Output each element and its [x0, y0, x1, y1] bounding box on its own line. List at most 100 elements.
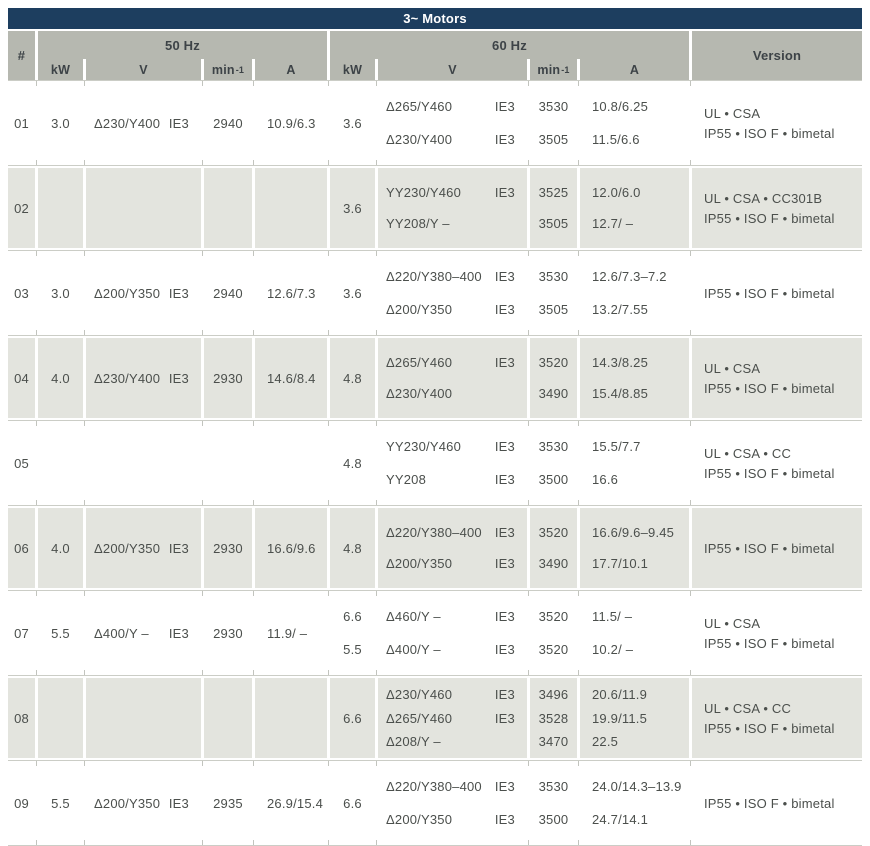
speed-value: 3530	[538, 99, 569, 114]
speed-value: 3530	[538, 439, 569, 454]
table-row: 04 4.0 Δ230/Y400 IE3 2930 14.6/8.4 4.8 Δ265/Y46…	[8, 335, 862, 420]
current-50-cell: 12.6/7.3	[253, 251, 327, 335]
voltage-50-cell	[86, 166, 201, 250]
current-60-cell: 24.0/14.3–13.9 24.7/14.1	[578, 761, 689, 845]
table-row: 07 5.5 Δ400/Y – IE3 2930 11.9/ – 6.6 5.5 Δ460/Y …	[8, 590, 862, 675]
voltage-subrow: Δ460/Y – IE3	[378, 609, 527, 624]
speed-50-cell	[204, 676, 252, 760]
speed-value: 3505	[538, 216, 569, 232]
column-header-a-50: A	[255, 59, 327, 80]
voltage-subrow: Δ208/Y –	[378, 734, 527, 749]
kw-value: 6.6	[343, 609, 362, 624]
kw-value: 3.6	[343, 200, 362, 216]
voltage-value: Δ200/Y350	[94, 540, 161, 556]
efficiency-class: IE3	[494, 184, 515, 200]
efficiency-class: IE3	[168, 540, 189, 556]
voltage-value: YY208	[386, 472, 427, 487]
efficiency-class: IE3	[494, 302, 515, 317]
voltage-value: Δ200/Y350	[386, 812, 453, 827]
efficiency-class: IE3	[168, 115, 189, 131]
voltage-60-cell: Δ220/Y380–400 IE3 Δ200/Y350 IE3	[376, 251, 527, 335]
min-label: min	[537, 62, 561, 77]
voltage-50-cell: Δ230/Y400 IE3	[84, 81, 201, 165]
voltage-subrow: Δ265/Y460 IE3	[378, 99, 527, 114]
min-exponent: -1	[235, 64, 245, 75]
version-cell: UL • CSA • CC301B IP55 • ISO F • bimetal	[692, 166, 862, 250]
efficiency-class: IE3	[494, 439, 515, 454]
voltage-subrow: YY230/Y460 IE3	[378, 185, 527, 200]
current-60-cell: 12.6/7.3–7.2 13.2/7.55	[578, 251, 689, 335]
voltage-value: Δ230/Y400	[386, 386, 453, 402]
current-value: 10.2/ –	[592, 642, 634, 657]
current-value: 11.5/6.6	[592, 132, 640, 147]
kw-60-cell: 6.6	[330, 676, 375, 760]
voltage-50-cell: Δ200/Y350 IE3	[86, 506, 201, 590]
current-value: 14.3/8.25	[592, 354, 649, 370]
voltage-subrow: YY208/Y –	[378, 216, 527, 231]
speed-value: 3520	[538, 354, 569, 370]
voltage-value: Δ460/Y –	[386, 609, 441, 624]
efficiency-class: IE3	[494, 686, 515, 702]
speed-60-cell: 3520 3490	[530, 336, 577, 420]
speed-value: 3530	[538, 269, 569, 284]
version-line: IP55 • ISO F • bimetal	[704, 380, 835, 396]
version-cell: UL • CSA IP55 • ISO F • bimetal	[690, 591, 862, 675]
efficiency-class: IE3	[494, 710, 515, 726]
current-50-cell: 16.6/9.6	[255, 506, 327, 590]
speed-60-cell: 3520 3490	[530, 506, 577, 590]
current-value: 12.7/ –	[592, 216, 634, 232]
version-cell: UL • CSA • CC IP55 • ISO F • bimetal	[690, 421, 862, 505]
kw-value: 6.6	[343, 795, 362, 811]
voltage-60-cell: Δ265/Y460 IE3 Δ230/Y400 IE3	[376, 81, 527, 165]
version-line: UL • CSA	[704, 360, 761, 376]
version-line: IP55 • ISO F • bimetal	[704, 285, 835, 301]
kw-50-cell: 5.5	[36, 761, 83, 845]
min-exponent: -1	[561, 64, 570, 75]
voltage-subrow: Δ265/Y460 IE3	[378, 355, 527, 370]
kw-50-cell: 4.0	[38, 506, 83, 590]
efficiency-class: IE3	[494, 642, 515, 657]
speed-value: 3528	[538, 710, 569, 726]
voltage-value: Δ208/Y –	[386, 734, 441, 750]
row-number-cell: 09	[14, 795, 29, 811]
current-value: 19.9/11.5	[592, 710, 648, 726]
version-cell: UL • CSA IP55 • ISO F • bimetal	[690, 81, 862, 165]
version-line: UL • CSA	[704, 105, 761, 121]
kw-50-cell: 3.0	[36, 251, 83, 335]
voltage-60-cell: YY230/Y460 IE3 YY208/Y –	[378, 166, 527, 250]
efficiency-class: IE3	[494, 812, 515, 827]
current-value: 15.4/8.85	[592, 386, 649, 402]
table-row: 06 4.0 Δ200/Y350 IE3 2930 16.6/9.6 4.8 Δ220/Y38…	[8, 505, 862, 590]
voltage-value: Δ265/Y460	[386, 710, 453, 726]
voltage-subrow: YY208 IE3	[378, 472, 527, 487]
kw-value: 4.8	[343, 370, 362, 386]
version-line: UL • CSA	[704, 615, 761, 631]
version-line: IP55 • ISO F • bimetal	[704, 540, 835, 556]
kw-60-cell: 4.8	[328, 421, 375, 505]
voltage-value: Δ200/Y350	[94, 285, 161, 301]
efficiency-class: IE3	[168, 625, 189, 641]
current-50-cell: 14.6/8.4	[255, 336, 327, 420]
current-value: 13.2/7.55	[592, 302, 649, 317]
current-60-cell: 12.0/6.0 12.7/ –	[580, 166, 689, 250]
efficiency-class: IE3	[168, 285, 189, 301]
current-value: 22.5	[592, 734, 619, 750]
current-value: 15.5/7.7	[592, 439, 641, 454]
voltage-value: Δ400/Y –	[94, 625, 149, 641]
current-value: 12.6/7.3–7.2	[592, 269, 667, 284]
voltage-subrow: Δ230/Y400 IE3	[378, 132, 527, 147]
version-line: UL • CSA • CC	[704, 445, 792, 461]
speed-50-cell: 2930	[204, 506, 252, 590]
kw-60-cell: 6.6 5.5	[328, 591, 375, 675]
efficiency-class: IE3	[494, 472, 515, 487]
voltage-subrow: Δ200/Y350 IE3	[378, 812, 527, 827]
voltage-value: Δ200/Y350	[386, 302, 453, 317]
column-header-a-60: A	[580, 59, 689, 80]
voltage-value: YY230/Y460	[386, 439, 462, 454]
speed-50-cell: 2940	[202, 251, 252, 335]
efficiency-class: IE3	[494, 354, 515, 370]
speed-50-cell: 2930	[202, 591, 252, 675]
table-title: 3~ Motors	[403, 11, 467, 26]
voltage-subrow: Δ200/Y350 IE3	[378, 556, 527, 571]
speed-50-cell: 2940	[202, 81, 252, 165]
